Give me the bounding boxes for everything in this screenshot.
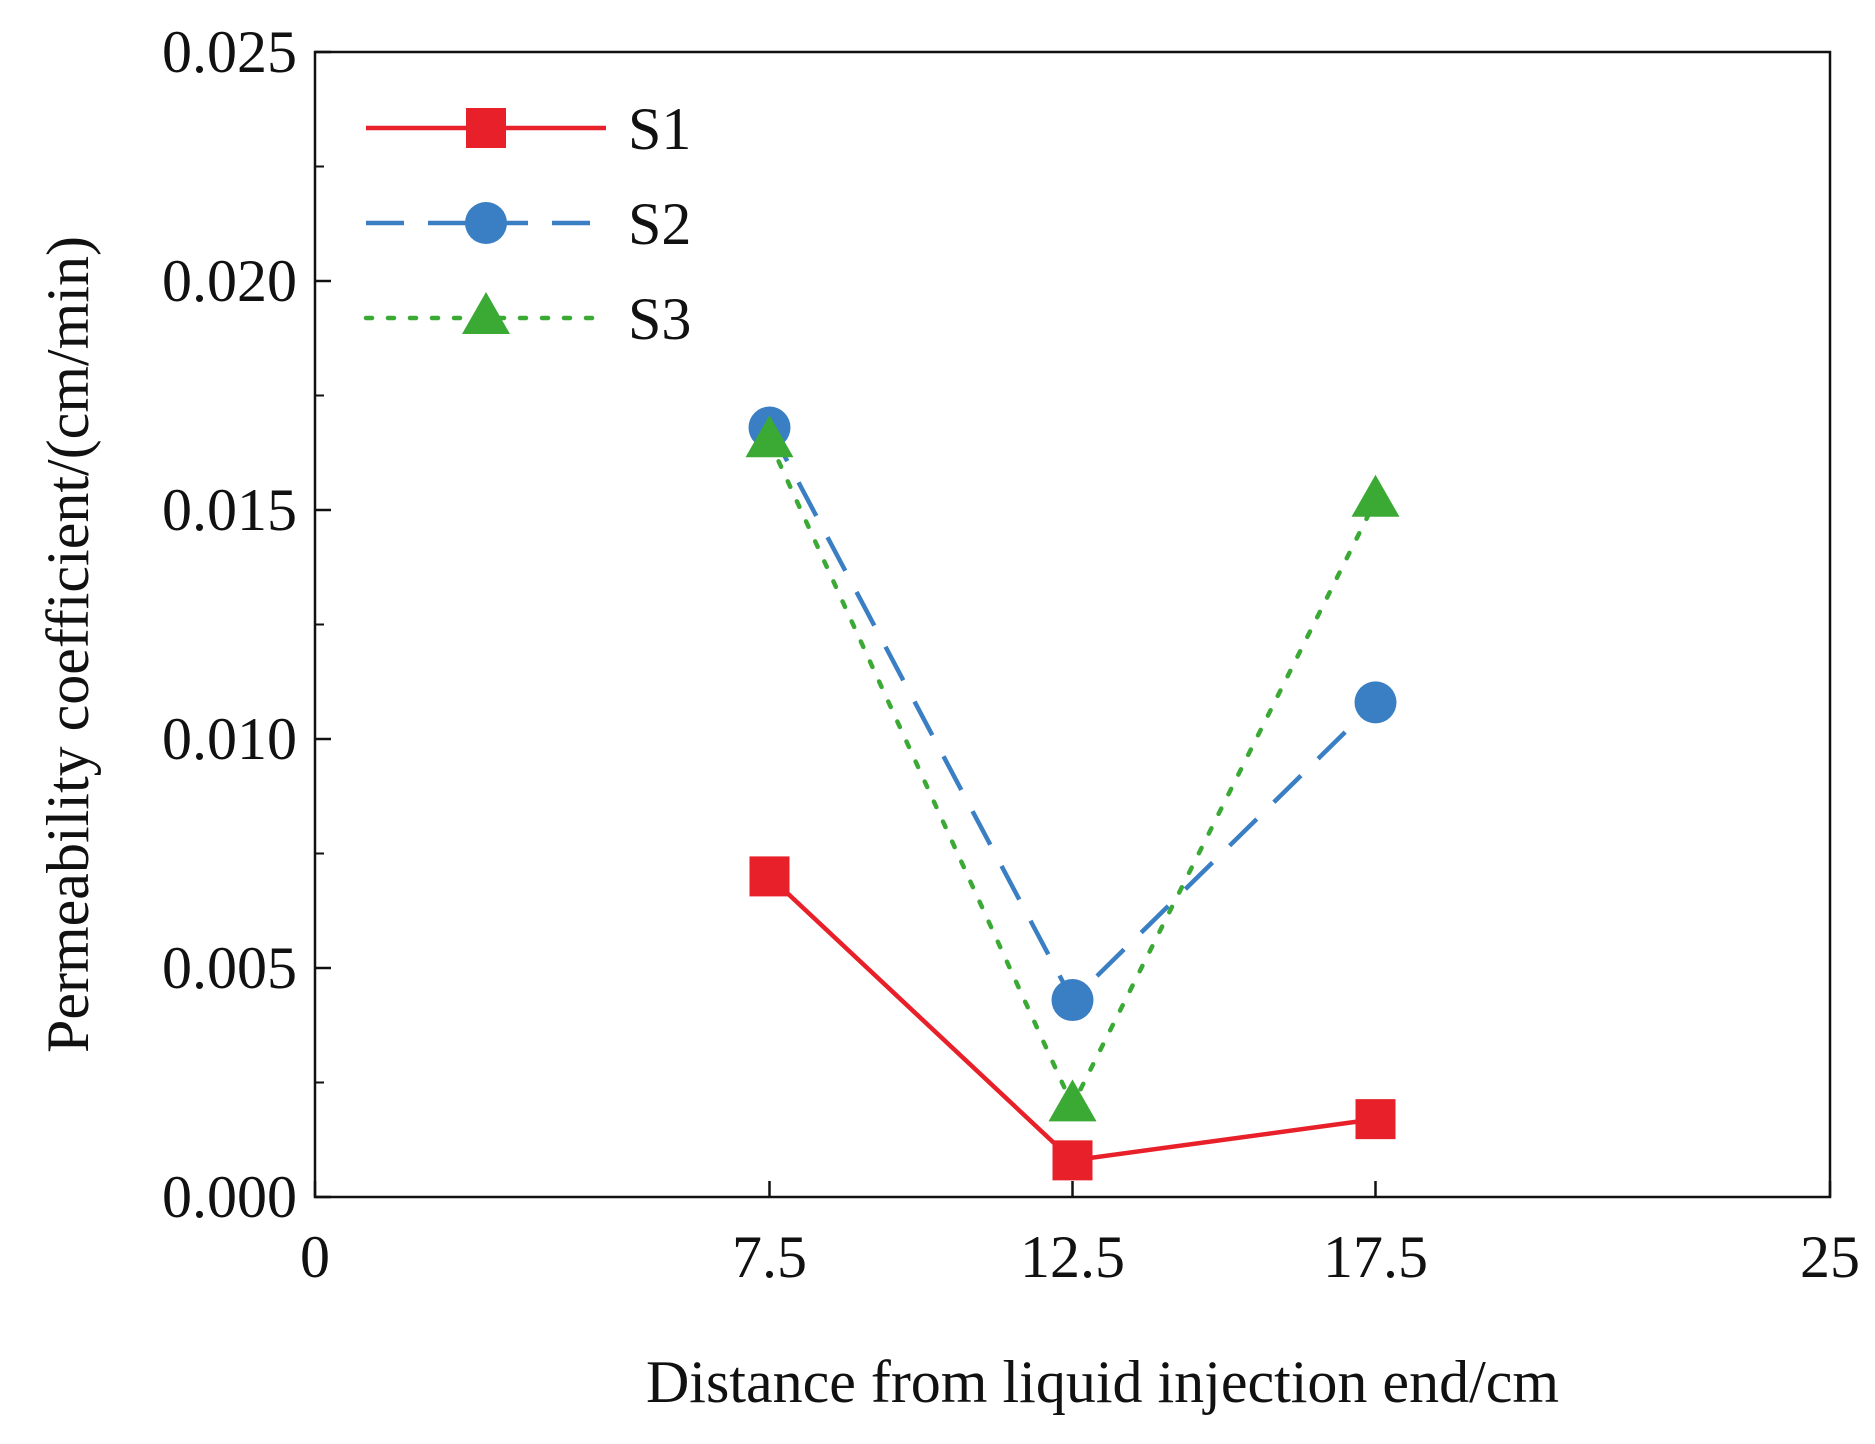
axes: 0.000 0.005 0.010 0.015 0.020 0.025 0 7.5 12.5 17… bbox=[162, 19, 1860, 1290]
series-s1 bbox=[749, 856, 1396, 1181]
x-axis-title: Distance from liquid injection end/cm bbox=[646, 1349, 1559, 1415]
data-point-s3 bbox=[1048, 1079, 1097, 1122]
series-group bbox=[745, 406, 1400, 1181]
legend-label: S3 bbox=[628, 286, 691, 352]
data-point-s3 bbox=[1351, 474, 1400, 517]
data-point-s1 bbox=[749, 856, 790, 897]
legend-item-s1: S1 bbox=[366, 96, 691, 162]
x-tick-label: 12.5 bbox=[1020, 1224, 1125, 1290]
series-s3 bbox=[745, 415, 1400, 1122]
y-axis-title: Permeability coefficient/(cm/min) bbox=[35, 236, 101, 1053]
x-tick-label: 25 bbox=[1800, 1224, 1860, 1290]
legend-label: S2 bbox=[628, 191, 691, 257]
legend-label: S1 bbox=[628, 96, 691, 162]
legend-item-s2: S2 bbox=[366, 191, 691, 257]
y-tick-label: 0.005 bbox=[162, 935, 297, 1001]
x-tick-label: 17.5 bbox=[1323, 1224, 1428, 1290]
data-point-s3 bbox=[745, 415, 794, 458]
data-point-s2 bbox=[1051, 979, 1094, 1022]
series-line-s2 bbox=[767, 426, 1378, 1004]
legend-item-s3: S3 bbox=[363, 286, 691, 352]
y-tick-label: 0.020 bbox=[162, 248, 297, 314]
y-tick-label: 0.010 bbox=[162, 706, 297, 772]
legend-marker bbox=[466, 108, 506, 148]
legend-marker bbox=[462, 291, 510, 334]
series-s2 bbox=[748, 406, 1397, 1022]
data-point-s1 bbox=[1355, 1099, 1396, 1140]
y-tick-label: 0.000 bbox=[162, 1164, 297, 1230]
plot-area bbox=[313, 50, 1832, 1199]
data-point-s1 bbox=[1052, 1140, 1093, 1181]
x-tick-label: 7.5 bbox=[732, 1224, 807, 1290]
x-tick-label: 0 bbox=[300, 1224, 330, 1290]
y-tick-label: 0.015 bbox=[162, 477, 297, 543]
legend: S1 S2 S3 bbox=[363, 96, 691, 352]
data-point-s2 bbox=[1354, 681, 1397, 724]
plot-frame bbox=[313, 50, 1832, 1199]
legend-marker bbox=[465, 202, 507, 244]
y-tick-label: 0.025 bbox=[162, 19, 297, 85]
